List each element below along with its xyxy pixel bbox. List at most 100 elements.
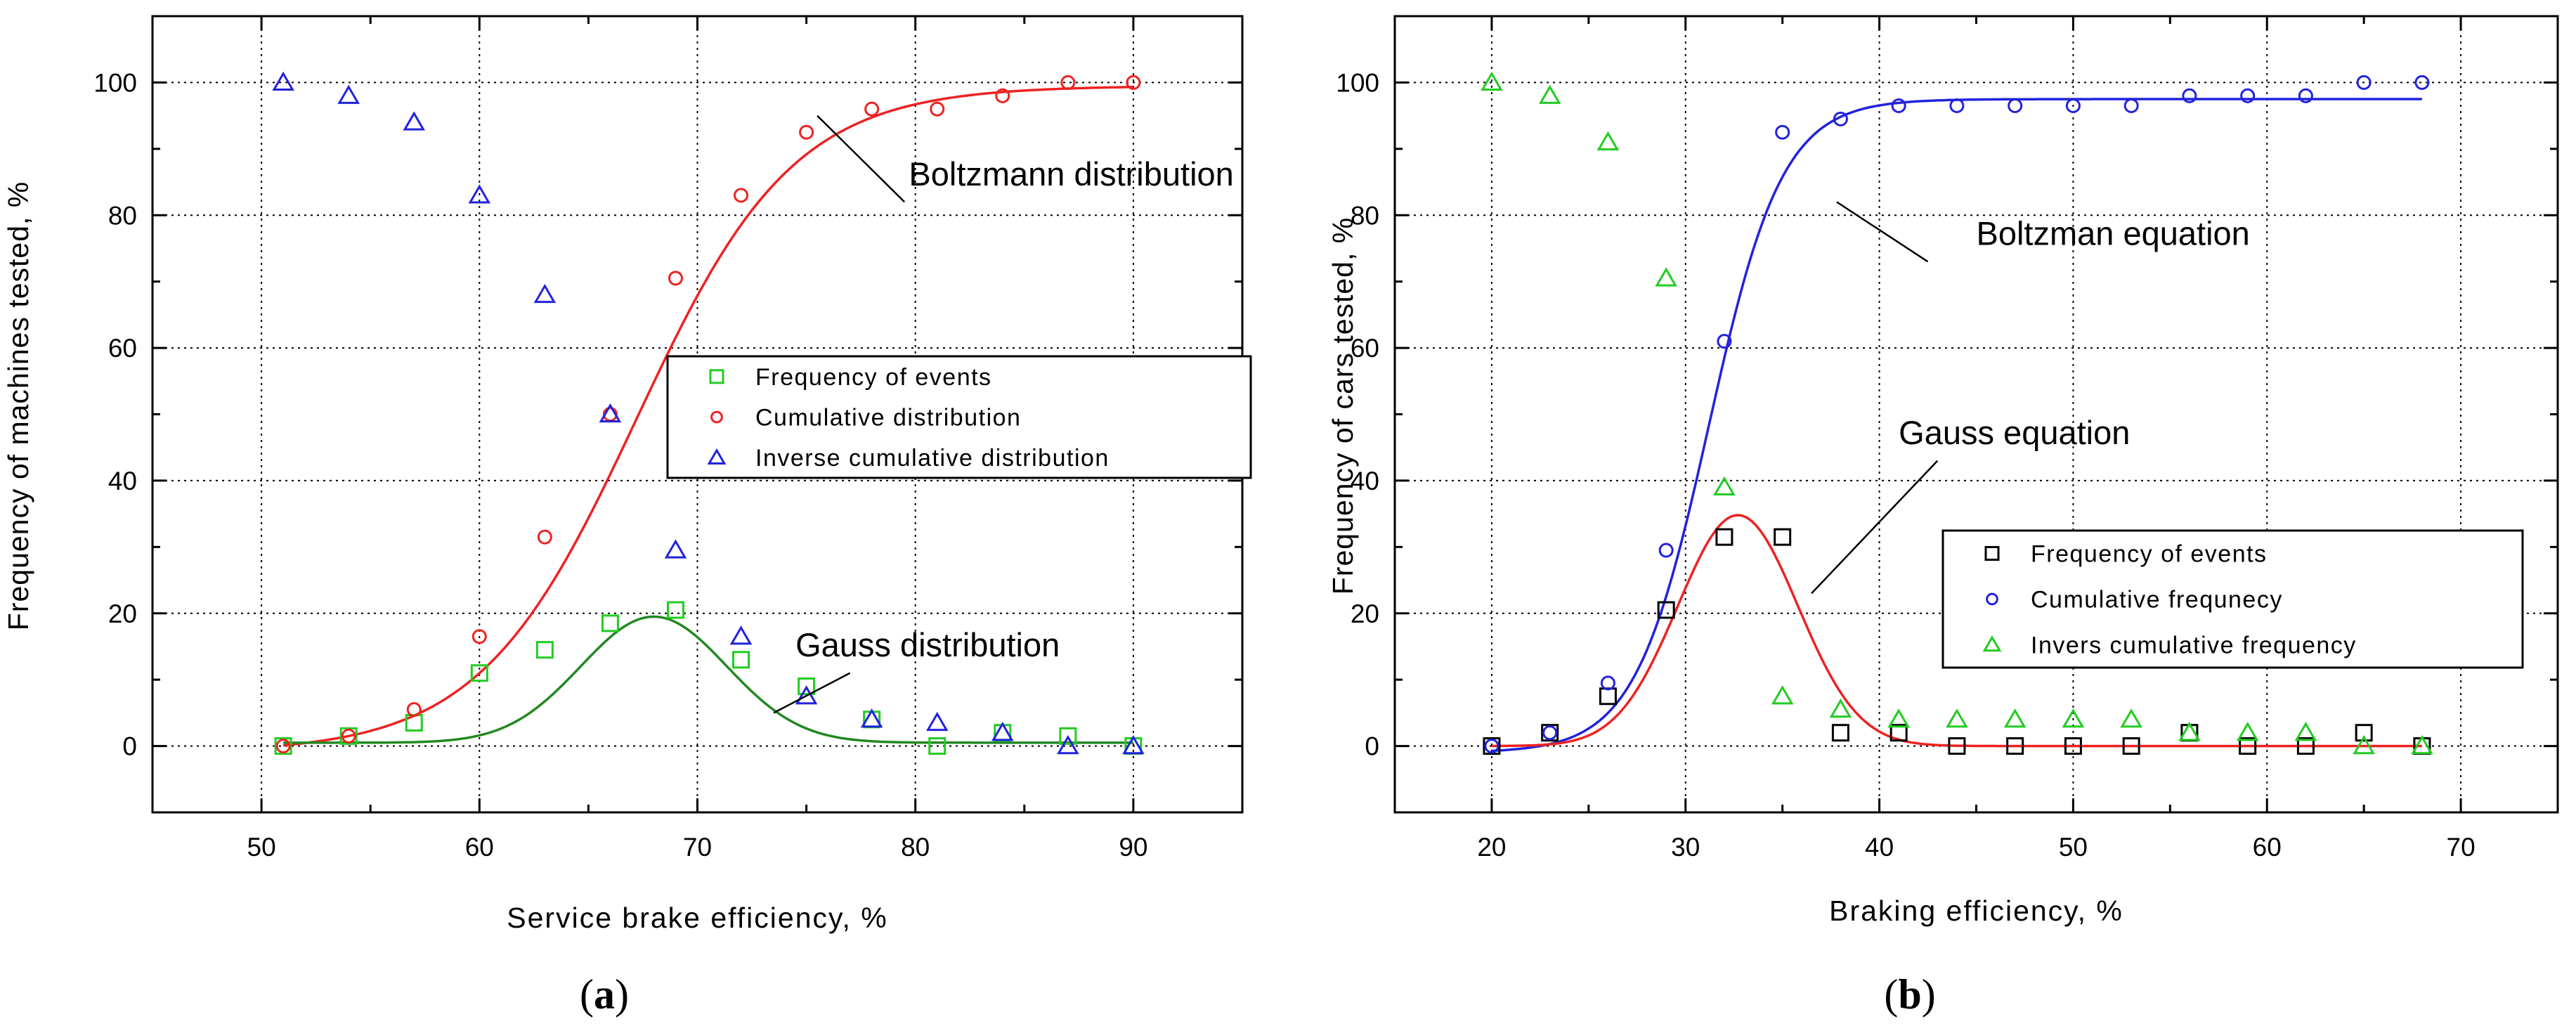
series-inverse-cumulative-distribution xyxy=(272,71,1145,755)
data-point-circle xyxy=(2414,74,2430,90)
series-frequency-of-events xyxy=(274,601,1143,755)
data-point-circle xyxy=(1717,334,1732,349)
data-point-circle xyxy=(1484,739,1500,754)
x-axis-label: Braking efficiency, % xyxy=(1829,895,2123,927)
y-tick-label: 100 xyxy=(93,68,137,97)
data-point-circle xyxy=(2065,98,2081,113)
annotation-label: Boltzman equation xyxy=(1977,215,2250,252)
data-point-square xyxy=(535,641,554,659)
data-point-circle xyxy=(1891,98,1906,113)
chart-panel-b: 20 30 40 50 60 70 0 20 40 60 80 100 Braking efficien… xyxy=(1327,15,2559,1018)
legend: Frequency of events Cumulative distributi… xyxy=(666,355,1252,479)
data-point-circle xyxy=(275,739,291,754)
data-point-triangle xyxy=(1122,734,1145,755)
legend-marker-square xyxy=(709,369,724,384)
legend-label: Cumulative distribution xyxy=(755,405,1021,431)
caption-paren: ) xyxy=(1922,971,1936,1018)
data-point-square xyxy=(1483,737,1501,755)
data-point-circle xyxy=(734,188,749,203)
data-point-square xyxy=(1541,724,1559,742)
data-point-circle xyxy=(930,101,945,117)
data-point-square xyxy=(274,737,292,755)
x-tick-label: 90 xyxy=(1119,833,1147,862)
y-axis-label: Frequency of cars tested, % xyxy=(1327,217,1359,595)
legend-box xyxy=(1941,529,2524,669)
data-point-circle xyxy=(406,702,422,717)
data-point-triangle xyxy=(991,722,1014,741)
data-point-circle xyxy=(1126,74,1141,90)
y-tick-label: 20 xyxy=(108,599,137,628)
x-tick-label: 60 xyxy=(2253,833,2282,862)
chart-panel-a: 50 60 70 80 90 0 20 40 60 80 100 Service brake effi… xyxy=(2,15,1252,1018)
data-point-triangle xyxy=(2294,722,2317,741)
data-point-circle xyxy=(2123,98,2139,113)
y-tick-label: 40 xyxy=(1351,467,1379,495)
data-point-circle xyxy=(1658,543,1674,558)
annotation-leader xyxy=(1836,201,1929,263)
data-point-square xyxy=(470,664,488,682)
x-tick-label: 40 xyxy=(1865,833,1894,862)
data-point-circle xyxy=(2008,98,2023,113)
data-point-triangle xyxy=(1655,267,1677,287)
data-point-triangle xyxy=(1887,708,1910,728)
data-point-square xyxy=(2355,724,2373,742)
series-frequency-of-events xyxy=(1483,528,2431,755)
data-point-circle xyxy=(799,124,814,140)
x-tick-label: 50 xyxy=(247,833,276,862)
y-tick-label: 40 xyxy=(108,467,137,495)
data-point-square xyxy=(1599,687,1617,706)
data-point-circle xyxy=(2182,88,2197,103)
caption-paren: ) xyxy=(615,971,629,1018)
data-point-square xyxy=(2296,737,2315,755)
data-point-circle xyxy=(2240,88,2256,103)
data-point-circle xyxy=(341,728,356,743)
data-point-triangle xyxy=(1481,71,1503,91)
fit-curve-boltzmann-distribution xyxy=(282,86,1133,747)
y-tick-label: 0 xyxy=(1365,732,1379,761)
data-point-circle xyxy=(1949,98,1965,113)
data-point-triangle xyxy=(2411,734,2433,755)
data-point-circle xyxy=(995,88,1010,103)
data-point-circle xyxy=(2356,74,2372,90)
data-point-triangle xyxy=(1946,708,1968,728)
data-point-circle xyxy=(2298,88,2313,103)
data-point-triangle xyxy=(337,84,360,104)
annotation-label: Boltzmann distribution xyxy=(909,155,1233,193)
series-cumulative-frequnecy xyxy=(1484,74,2430,754)
legend-marker-square xyxy=(1984,546,2000,561)
y-tick-label: 60 xyxy=(108,334,137,363)
x-tick-label: 70 xyxy=(683,833,712,862)
legend-label: Cumulative frequnecy xyxy=(2031,587,2283,613)
data-point-square xyxy=(1889,724,1908,742)
data-point-triangle xyxy=(1829,699,1852,718)
data-point-square xyxy=(2239,737,2257,755)
data-point-circle xyxy=(1542,725,1558,741)
x-tick-label: 30 xyxy=(1671,833,1700,862)
data-point-triangle xyxy=(533,283,557,304)
annotation-leader xyxy=(773,672,851,714)
fit-curve-gauss-distribution xyxy=(283,615,1133,744)
annotation-leader xyxy=(1811,460,1939,595)
data-point-square xyxy=(798,677,816,696)
legend-label: Invers cumulative frequency xyxy=(2031,632,2357,659)
series-invers-cumulative-frequency xyxy=(1481,71,2433,755)
legend-marker-circle xyxy=(1986,592,1998,606)
data-point-circle xyxy=(1833,111,1848,126)
y-axis-label: Frequency of machines tested, % xyxy=(2,181,34,630)
x-tick-label: 20 xyxy=(1477,833,1506,862)
y-tick-label: 100 xyxy=(1336,68,1379,97)
data-point-square xyxy=(601,614,619,632)
fit-curve-gauss-equation xyxy=(1491,514,2422,748)
data-point-square xyxy=(732,651,750,669)
data-point-square xyxy=(2122,737,2140,755)
x-axis-label: Service brake efficiency, % xyxy=(507,902,887,934)
legend-box xyxy=(666,355,1252,479)
data-point-circle xyxy=(1600,675,1615,691)
data-point-triangle xyxy=(2120,708,2142,728)
y-tick-label: 80 xyxy=(108,201,137,230)
data-point-square xyxy=(1948,737,1966,755)
data-point-triangle xyxy=(2178,722,2201,741)
data-point-triangle xyxy=(1057,734,1079,755)
data-point-triangle xyxy=(729,625,753,645)
